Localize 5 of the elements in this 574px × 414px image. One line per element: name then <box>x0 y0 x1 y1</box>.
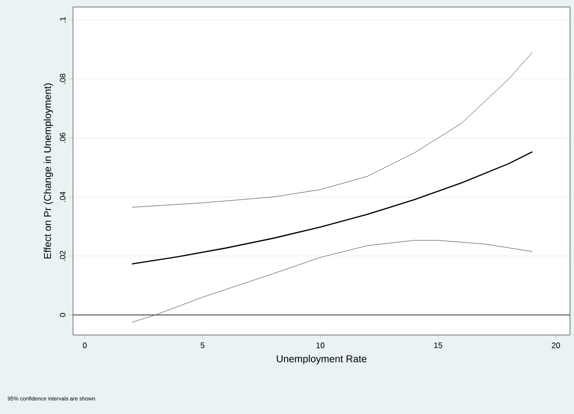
line-series <box>132 240 533 323</box>
line-series <box>132 52 533 208</box>
y-axis-title: Effect on Pr (Change in Unemployment) <box>44 83 53 258</box>
x-axis-title: Unemployment Rate <box>276 355 366 364</box>
line-series <box>131 151 533 265</box>
